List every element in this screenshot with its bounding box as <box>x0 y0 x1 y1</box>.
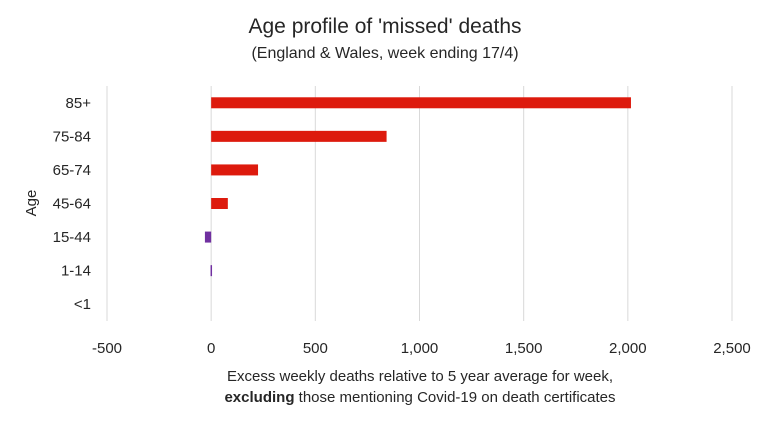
y-tick-label: 85+ <box>66 95 92 112</box>
x-axis-label-bold: excluding <box>224 389 294 406</box>
x-axis-label-line2: excluding those mentioning Covid-19 on d… <box>224 389 615 406</box>
x-tick-label: -500 <box>92 340 122 357</box>
bar-1-14 <box>210 265 213 277</box>
bar-15-44 <box>204 231 212 243</box>
bars <box>204 97 631 277</box>
x-axis-label-rest: those mentioning Covid-19 on death certi… <box>294 389 615 406</box>
y-tick-label: <1 <box>74 296 91 313</box>
y-tick-label: 65-74 <box>53 162 91 179</box>
y-tick-label: 1-14 <box>61 263 91 280</box>
gridlines <box>106 86 733 321</box>
y-tick-label: 15-44 <box>53 229 91 246</box>
y-tick-label: 75-84 <box>53 128 91 145</box>
x-tick-label: 500 <box>303 340 328 357</box>
bar-65-74 <box>211 164 259 176</box>
x-tick-label: 1,500 <box>505 340 543 357</box>
x-axis-label-line1: Excess weekly deaths relative to 5 year … <box>227 368 613 385</box>
y-tick-label: 45-64 <box>53 196 91 213</box>
x-tick-label: 2,500 <box>713 340 751 357</box>
chart-subtitle: (England & Wales, week ending 17/4) <box>251 45 518 62</box>
bar-45-64 <box>211 198 228 209</box>
x-tick-labels: -500 0 500 1,000 1,500 2,000 2,500 <box>92 340 751 357</box>
y-tick-labels: 85+ 75-84 65-74 45-64 15-44 1-14 <1 <box>53 95 92 313</box>
x-tick-label: 0 <box>207 340 215 357</box>
y-axis-label: Age <box>23 190 40 217</box>
chart-title: Age profile of 'missed' deaths <box>249 15 522 38</box>
x-tick-label: 2,000 <box>609 340 647 357</box>
bar-85+ <box>211 97 631 109</box>
x-tick-label: 1,000 <box>401 340 439 357</box>
bar-75-84 <box>211 130 387 142</box>
